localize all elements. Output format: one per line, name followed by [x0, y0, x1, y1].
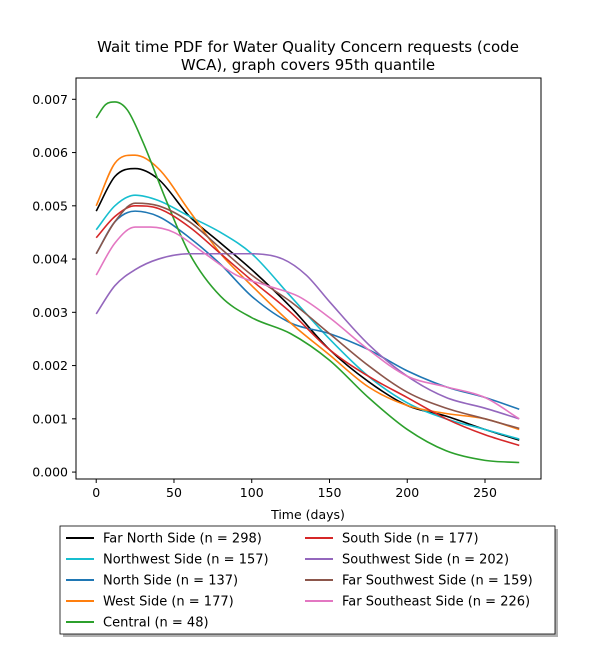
y-tick-label: 0.004 [32, 252, 68, 267]
legend-entry-label: Far North Side (n = 298) [103, 532, 262, 547]
y-tick-label: 0.000 [32, 465, 68, 480]
series-line-3 [95, 210, 520, 410]
series-line-5 [95, 101, 520, 464]
series-line-9 [95, 226, 520, 420]
series-line-4 [95, 154, 520, 431]
series-line-2 [95, 194, 520, 440]
legend-entry-label: Northwest Side (n = 157) [103, 553, 269, 568]
legend-entry-label: Far Southeast Side (n = 226) [342, 595, 530, 610]
y-tick-label: 0.002 [32, 358, 68, 373]
y-tick-label: 0.003 [32, 305, 68, 320]
y-tick-label: 0.007 [32, 92, 68, 107]
chart-title-line2: WCA), graph covers 95th quantile [181, 56, 435, 74]
legend-entry-label: Central (n = 48) [103, 616, 209, 631]
chart-title-line1: Wait time PDF for Water Quality Concern … [97, 38, 519, 56]
legend: Far North Side (n = 298) Northwest Side (… [59, 525, 558, 637]
legend-entry-label: Far Southwest Side (n = 159) [342, 574, 533, 589]
series-line-8 [95, 202, 520, 430]
series-line-7 [95, 252, 520, 420]
plot-frame [75, 77, 542, 480]
y-axis: 0.000 0.001 0.002 0.003 0.004 0.005 0.006 0.007 [32, 92, 76, 480]
y-tick-label: 0.001 [32, 411, 68, 426]
x-tick-label: 0 [92, 485, 100, 500]
plot-area [75, 77, 542, 480]
x-tick-label: 50 [166, 485, 182, 500]
legend-entry-label: North Side (n = 137) [103, 574, 238, 589]
y-tick-label: 0.005 [32, 198, 68, 213]
x-axis: 0 50 100 150 200 250 [92, 479, 497, 500]
x-tick-label: 100 [240, 485, 264, 500]
x-axis-label: Time (days) [270, 507, 345, 522]
legend-entry-label: South Side (n = 177) [342, 532, 479, 547]
series-line-6 [95, 205, 520, 447]
legend-entry-label: West Side (n = 177) [103, 595, 234, 610]
y-tick-label: 0.006 [32, 145, 68, 160]
legend-entry-label: Southwest Side (n = 202) [342, 553, 509, 568]
x-tick-label: 150 [318, 485, 342, 500]
x-tick-label: 200 [395, 485, 419, 500]
x-tick-label: 250 [473, 485, 497, 500]
